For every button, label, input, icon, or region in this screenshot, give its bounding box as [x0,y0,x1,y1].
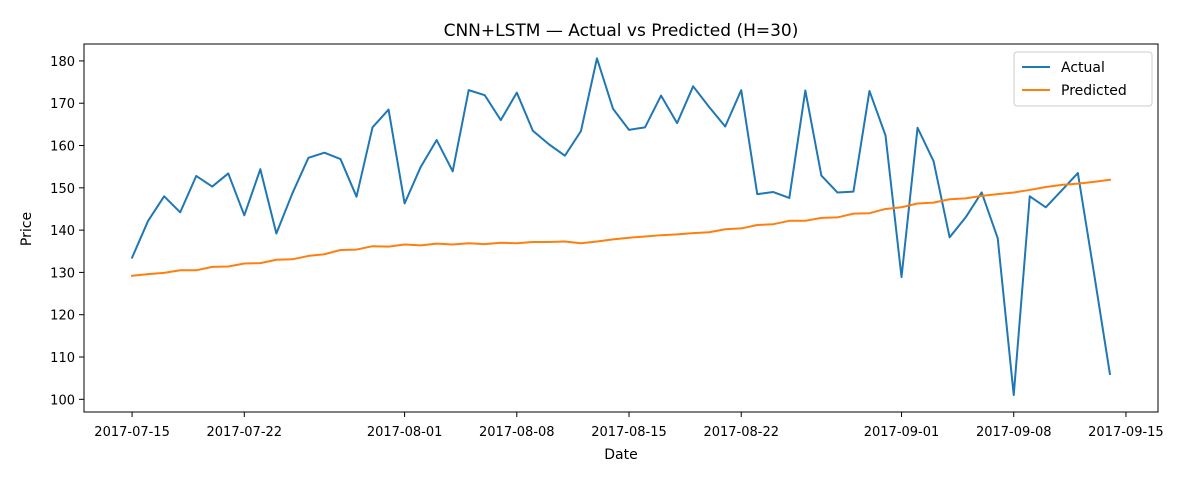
y-tick-label: 100 [50,393,75,408]
plot-area [83,43,1159,413]
x-tick-label: 2017-09-15 [1088,425,1164,440]
y-tick-label: 160 [50,140,75,155]
series-line-actual [130,57,1112,397]
legend-label-actual: Actual [1061,60,1105,76]
x-tick-label: 2017-08-22 [703,425,779,440]
x-axis-label: Date [604,447,637,463]
y-axis: 100 110 120 130 140 150 160 170 180 [50,55,84,408]
y-tick-label: 180 [50,55,75,70]
x-tick-label: 2017-07-22 [207,425,283,440]
y-tick-label: 110 [50,351,75,366]
legend-box [1013,51,1153,107]
series-layer [130,57,1112,397]
x-tick-label: 2017-07-15 [94,425,170,440]
series-line-predicted [130,178,1112,277]
x-tick-label: 2017-09-08 [976,425,1052,440]
plot-frame [83,43,1159,413]
y-tick-label: 170 [50,97,75,112]
y-axis-label: Price [19,212,35,246]
x-axis: 2017-07-15 2017-07-22 2017-08-01 2017-08-08… [94,412,1164,440]
chart-title: CNN+LSTM — Actual vs Predicted (H=30) [444,21,799,41]
y-tick-label: 130 [50,266,75,281]
x-tick-label: 2017-08-08 [479,425,555,440]
legend-label-predicted: Predicted [1061,83,1127,99]
x-tick-label: 2017-08-15 [591,425,667,440]
x-tick-label: 2017-09-01 [864,425,940,440]
legend: Actual Predicted [1013,51,1153,107]
y-tick-label: 150 [50,182,75,197]
y-tick-label: 120 [50,309,75,324]
y-tick-label: 140 [50,224,75,239]
x-tick-label: 2017-08-01 [367,425,443,440]
